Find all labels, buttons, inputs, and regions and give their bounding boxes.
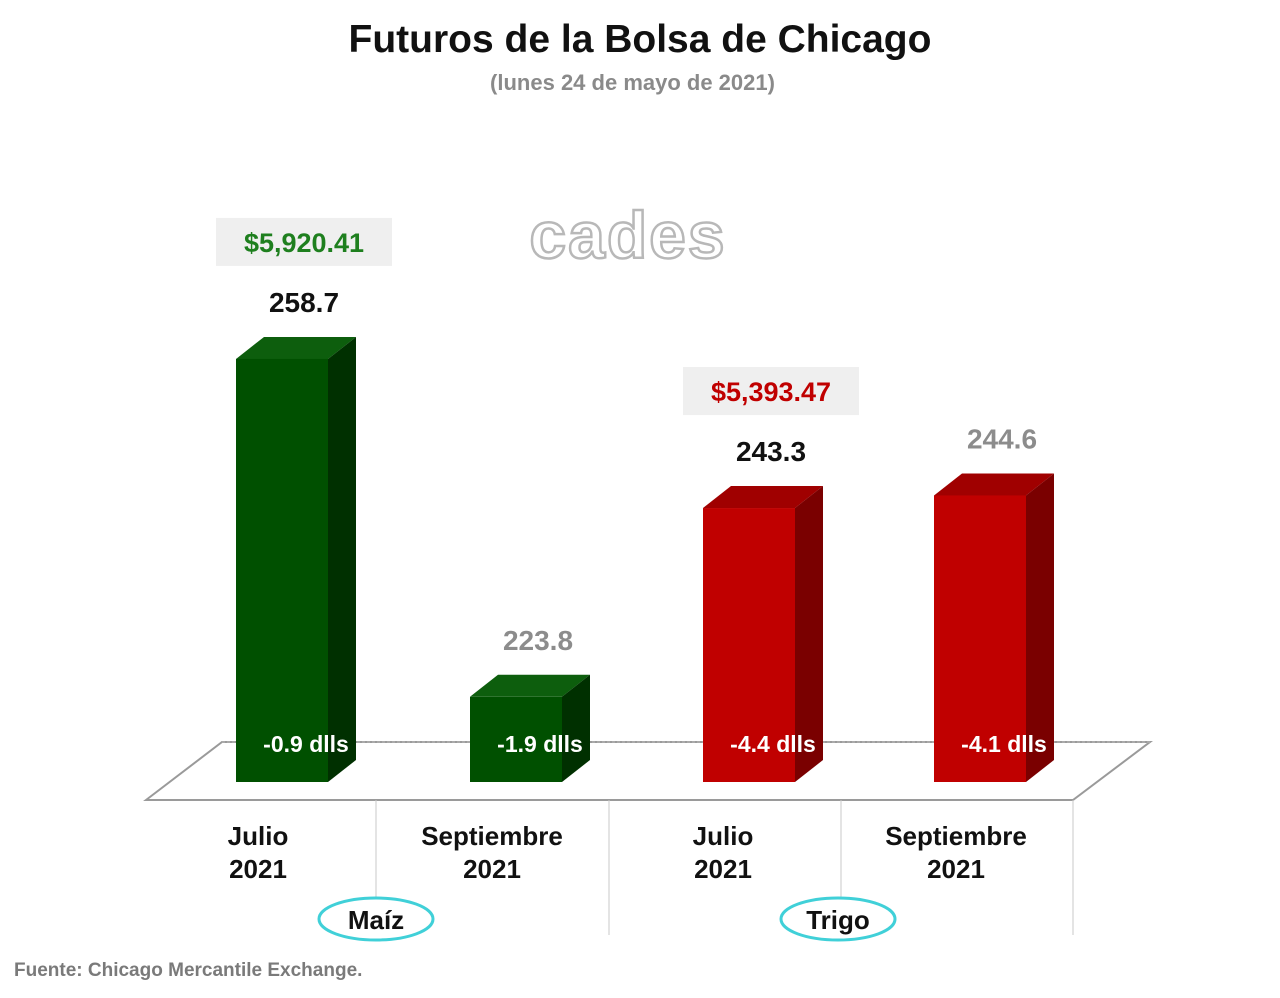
bar-side-face [795, 486, 823, 782]
chart-subtitle: (lunes 24 de mayo de 2021) [490, 70, 775, 95]
x-tick-label: Julio [228, 821, 289, 851]
bars-group [236, 336, 1054, 782]
bar-top-face [470, 674, 590, 697]
bar-side-face [328, 336, 356, 782]
price-tag-box [216, 217, 392, 266]
bar [236, 358, 328, 782]
x-tick-label: Julio [693, 821, 754, 851]
group-label: Trigo [806, 905, 870, 935]
bar-side-face [562, 674, 590, 782]
bar [934, 495, 1026, 782]
change-label: -1.9 dlls [497, 731, 583, 757]
bar [470, 696, 562, 782]
source-note: Fuente: Chicago Mercantile Exchange. [14, 960, 363, 981]
data-label: 243.3 [736, 436, 806, 467]
data-label: 223.8 [503, 625, 573, 656]
x-tick-label: Septiembre [885, 821, 1027, 851]
group-label-oval [779, 896, 897, 942]
x-tick-label: 2021 [927, 854, 985, 884]
x-tick-label: 2021 [463, 854, 521, 884]
bar-top-face [934, 473, 1054, 496]
bar-top-face [236, 336, 356, 359]
chart-title: Futuros de la Bolsa de Chicago [348, 18, 932, 61]
data-label: 258.7 [269, 287, 339, 318]
x-tick-label: 2021 [229, 854, 287, 884]
bar-top-face [703, 486, 823, 509]
change-label: -4.4 dlls [730, 731, 816, 757]
data-label: 244.6 [967, 423, 1037, 454]
bar-side-face [1026, 473, 1054, 782]
change-label: -0.9 dlls [263, 731, 349, 757]
price-tag: $5,393.47 [711, 377, 831, 407]
watermark-logo: cades [529, 198, 726, 272]
group-label: Maíz [348, 905, 404, 935]
bar [703, 508, 795, 782]
x-tick-label: Septiembre [421, 821, 563, 851]
change-label: -4.1 dlls [961, 731, 1047, 757]
chart-floor [143, 741, 1153, 935]
x-tick-label: 2021 [694, 854, 752, 884]
group-label-oval [317, 896, 435, 942]
price-tag: $5,920.41 [244, 228, 364, 258]
price-tag-box [683, 367, 859, 416]
